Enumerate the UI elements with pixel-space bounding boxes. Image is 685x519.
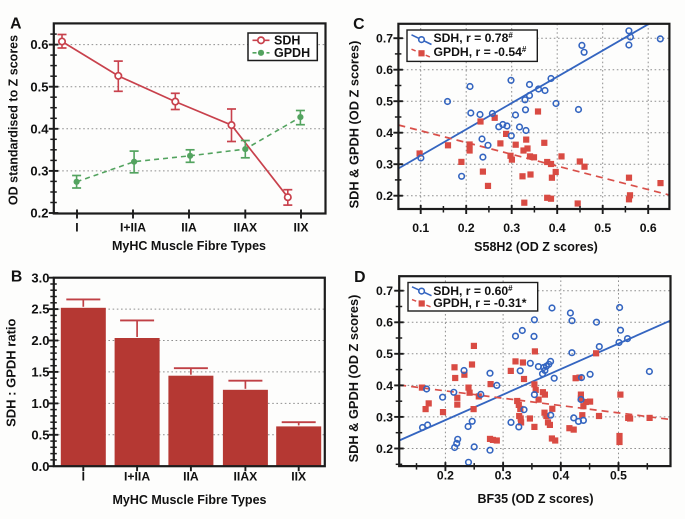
svg-text:0.4: 0.4 [30, 121, 49, 136]
svg-text:IIAX: IIAX [233, 221, 258, 235]
svg-text:0.4: 0.4 [552, 469, 569, 483]
svg-text:0.0: 0.0 [31, 459, 49, 474]
svg-text:IIA: IIA [181, 221, 197, 235]
svg-text:0.5: 0.5 [610, 469, 627, 483]
svg-text:IIAX: IIAX [234, 470, 259, 484]
svg-text:0.2: 0.2 [437, 469, 454, 483]
svg-text:0.5: 0.5 [30, 79, 48, 94]
svg-text:SDH & GPDH (OD Z scores): SDH & GPDH (OD Z scores) [346, 295, 361, 463]
svg-text:0.4: 0.4 [376, 126, 393, 140]
svg-text:3.0: 3.0 [31, 270, 49, 285]
svg-text:S58H2 (OD Z scores): S58H2 (OD Z scores) [474, 240, 598, 254]
svg-text:GPDH, r = -0.31*: GPDH, r = -0.31* [433, 296, 526, 310]
svg-text:0.6: 0.6 [640, 221, 657, 235]
svg-text:I: I [82, 470, 85, 484]
svg-text:2.5: 2.5 [31, 302, 49, 317]
svg-text:A: A [10, 16, 21, 33]
svg-text:B: B [11, 269, 22, 286]
svg-text:0.2: 0.2 [458, 221, 475, 235]
svg-text:IIX: IIX [291, 470, 307, 484]
svg-text:SDH, r = 0.60#: SDH, r = 0.60# [433, 284, 513, 298]
svg-text:D: D [354, 269, 365, 286]
svg-text:0.3: 0.3 [495, 469, 512, 483]
svg-text:0.5: 0.5 [376, 347, 393, 361]
svg-text:C: C [353, 16, 364, 33]
svg-text:0.5: 0.5 [31, 427, 49, 442]
svg-text:GPDH, r = -0.54#: GPDH, r = -0.54# [434, 45, 527, 59]
svg-text:GPDH: GPDH [274, 46, 310, 60]
svg-text:SDH & GPDH (OD Z scores): SDH & GPDH (OD Z scores) [347, 41, 362, 209]
svg-text:0.7: 0.7 [376, 284, 393, 298]
svg-text:0.7: 0.7 [376, 32, 393, 46]
svg-text:0.6: 0.6 [376, 63, 393, 77]
svg-text:0.4: 0.4 [549, 221, 566, 235]
svg-text:1.0: 1.0 [31, 396, 49, 411]
svg-text:MyHC Muscle Fibre Types: MyHC Muscle Fibre Types [113, 493, 267, 507]
svg-text:0.2: 0.2 [376, 189, 393, 203]
svg-text:OD standardised to Z scores: OD standardised to Z scores [7, 35, 21, 205]
svg-text:IIX: IIX [294, 221, 310, 235]
svg-text:MyHC Muscle Fibre Types: MyHC Muscle Fibre Types [112, 239, 266, 253]
svg-text:0.2: 0.2 [376, 442, 393, 456]
svg-text:IIA: IIA [183, 470, 199, 484]
svg-text:0.3: 0.3 [376, 158, 393, 172]
svg-text:0.2: 0.2 [30, 206, 48, 221]
svg-text:I+IIA: I+IIA [120, 221, 146, 235]
svg-text:0.6: 0.6 [376, 316, 393, 330]
svg-text:1.5: 1.5 [31, 365, 49, 380]
svg-text:0.3: 0.3 [503, 221, 520, 235]
svg-text:0.5: 0.5 [376, 95, 393, 109]
svg-text:0.1: 0.1 [412, 221, 429, 235]
svg-text:2.0: 2.0 [31, 333, 49, 348]
svg-text:I: I [75, 221, 78, 235]
svg-text:BF35 (OD Z scores): BF35 (OD Z scores) [477, 492, 593, 506]
svg-text:0.6: 0.6 [30, 37, 48, 52]
svg-text:SDH : GPDH ratio: SDH : GPDH ratio [4, 318, 19, 426]
svg-text:0.3: 0.3 [376, 410, 393, 424]
svg-text:I+IIA: I+IIA [124, 470, 150, 484]
svg-text:0.3: 0.3 [30, 164, 48, 179]
svg-text:0.5: 0.5 [594, 221, 611, 235]
svg-text:SDH, r = 0.78#: SDH, r = 0.78# [434, 31, 514, 45]
svg-text:0.4: 0.4 [376, 379, 393, 393]
svg-text:SDH: SDH [274, 34, 300, 48]
